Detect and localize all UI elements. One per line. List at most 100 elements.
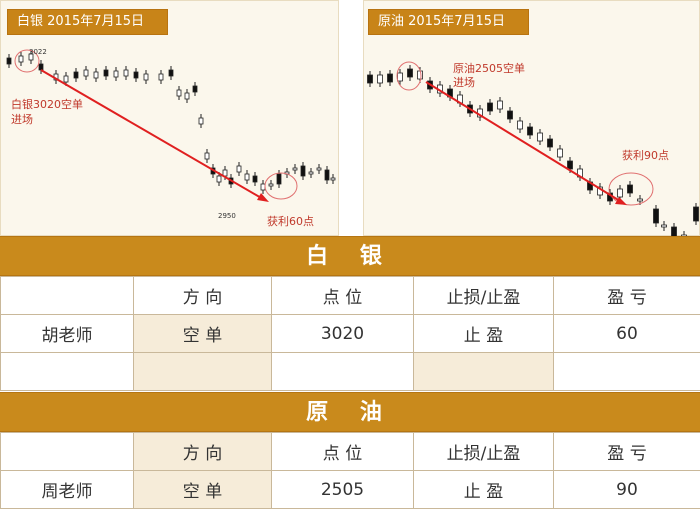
- direction-cell: [133, 352, 272, 391]
- candle-body: [527, 126, 533, 136]
- header-stop: 止损/止盈: [413, 432, 554, 471]
- header-cell: [0, 432, 134, 471]
- entry-circle: [14, 49, 40, 73]
- candle-body: [192, 85, 198, 93]
- trend-line: [425, 81, 621, 202]
- candle-body: [367, 74, 373, 84]
- candle-body: [387, 73, 393, 83]
- entry-note-line1: 原油2505空单: [453, 61, 525, 75]
- teacher-cell: 胡老师: [0, 314, 134, 353]
- silver-chart-panel: 3022 2950 白银3020空单 进场 获利60点 白银 2015年7月15…: [0, 0, 339, 236]
- candle-body: [617, 188, 623, 198]
- candle-body: [517, 120, 523, 130]
- candle-body: [308, 171, 314, 175]
- table-row: [0, 352, 700, 391]
- entry-note-line1: 白银3020空单: [11, 97, 83, 111]
- price-cell: 3020: [271, 314, 414, 353]
- candle-body: [158, 73, 164, 81]
- low-price-label: 2950: [218, 212, 236, 220]
- candle-body: [627, 184, 633, 194]
- silver-table: 方 向 点 位 止损/止盈 盈 亏 胡老师 空 单 3020 止 盈 60: [0, 276, 700, 391]
- candle-body: [324, 169, 330, 181]
- oil-chart-title: 原油 2015年7月15日: [368, 9, 530, 35]
- candle-body: [487, 102, 493, 112]
- candle-body: [300, 165, 306, 177]
- candle-body: [276, 173, 282, 185]
- oil-table: 方 向 点 位 止损/止盈 盈 亏 周老师 空 单 2505 止 盈 90: [0, 432, 700, 509]
- direction-cell: 空 单: [133, 314, 272, 353]
- pnl-cell: [553, 352, 700, 391]
- candle-body: [653, 208, 659, 224]
- header-direction: 方 向: [133, 432, 272, 471]
- candle-body: [316, 167, 322, 171]
- silver-chart-title: 白银 2015年7月15日: [7, 9, 169, 35]
- candle-body: [18, 55, 24, 63]
- candle-body: [557, 148, 563, 158]
- candle-body: [38, 63, 44, 71]
- stop-cell: 止 盈: [413, 470, 554, 509]
- candle-body: [63, 75, 69, 83]
- candle-body: [567, 160, 573, 170]
- candle-body: [103, 69, 109, 77]
- candle-body: [260, 183, 266, 191]
- entry-circle: [396, 61, 422, 91]
- candle-body: [292, 167, 298, 171]
- candle-body: [216, 175, 222, 183]
- candle-body: [377, 74, 383, 84]
- direction-cell: 空 单: [133, 470, 272, 509]
- oil-candlestick-chart: 原油2505空单 进场 获利90点: [367, 61, 699, 237]
- arrow-head: [257, 193, 269, 202]
- trend-line: [40, 69, 264, 200]
- candle-body: [252, 175, 258, 183]
- header-price: 点 位: [271, 276, 414, 315]
- pnl-cell: 60: [553, 314, 700, 353]
- profit-circle: [608, 172, 654, 206]
- table-row: 周老师 空 单 2505 止 盈 90: [0, 470, 700, 509]
- candle-body: [497, 100, 503, 110]
- candle-body: [176, 89, 182, 97]
- candle-body: [507, 110, 513, 120]
- candle-body: [417, 70, 423, 80]
- profit-note: 获利90点: [622, 149, 669, 162]
- candle-body: [133, 71, 139, 79]
- candle-body: [244, 173, 250, 181]
- candle-body: [268, 183, 274, 187]
- header-pnl: 盈 亏: [553, 432, 700, 471]
- candle-body: [198, 117, 204, 125]
- profit-note: 获利60点: [267, 215, 314, 228]
- stop-cell: [413, 352, 554, 391]
- arrow-head: [615, 197, 627, 205]
- candle-body: [93, 71, 99, 79]
- candle-body: [661, 224, 667, 228]
- candle-body: [671, 226, 677, 237]
- candle-body: [693, 206, 699, 222]
- teacher-cell: 周老师: [0, 470, 134, 509]
- candle-body: [547, 138, 553, 148]
- candle-body: [123, 69, 129, 77]
- candle-body: [184, 92, 190, 100]
- candle-body: [330, 177, 336, 181]
- header-direction: 方 向: [133, 276, 272, 315]
- header-price: 点 位: [271, 432, 414, 471]
- silver-candlestick-chart: 3022 2950 白银3020空单 进场 获利60点: [6, 48, 336, 228]
- price-cell: [271, 352, 414, 391]
- table-header-row: 方 向 点 位 止损/止盈 盈 亏: [0, 276, 700, 315]
- candle-body: [6, 57, 12, 65]
- candle-body: [397, 72, 403, 82]
- header-cell: [0, 276, 134, 315]
- oil-chart-panel: 原油2505空单 进场 获利90点 原油 2015年7月15日: [363, 0, 700, 237]
- teacher-cell: [0, 352, 134, 391]
- table-row: 胡老师 空 单 3020 止 盈 60: [0, 314, 700, 353]
- candle-body: [73, 71, 79, 79]
- profit-circle: [264, 172, 298, 200]
- stop-cell: 止 盈: [413, 314, 554, 353]
- candle-body: [28, 53, 34, 61]
- candle-body: [204, 152, 210, 160]
- peak-price-label: 3022: [29, 48, 47, 56]
- table-header-row: 方 向 点 位 止损/止盈 盈 亏: [0, 432, 700, 471]
- silver-section-header: 白 银: [0, 236, 700, 276]
- oil-section-header: 原 油: [0, 392, 700, 432]
- pnl-cell: 90: [553, 470, 700, 509]
- candle-body: [637, 198, 643, 202]
- header-stop: 止损/止盈: [413, 276, 554, 315]
